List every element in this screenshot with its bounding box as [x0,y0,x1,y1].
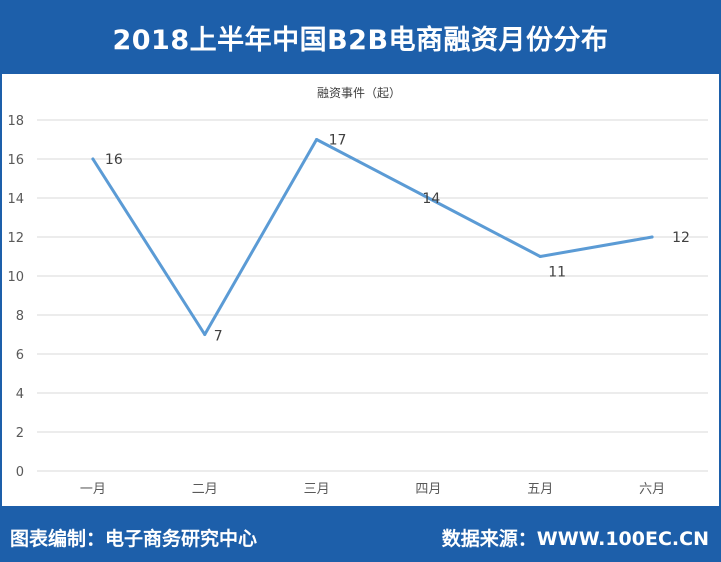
x-tick-label: 二月 [192,482,218,497]
data-labels: 16 7 17 14 11 12 [105,133,690,345]
data-point [91,157,95,161]
y-tick-label: 2 [16,426,24,441]
y-tick-label: 4 [16,387,24,402]
x-tick-label: 一月 [80,482,106,497]
y-tick-label: 18 [7,114,24,129]
data-label: 17 [329,133,347,149]
y-tick-label: 10 [7,270,24,285]
chart-title: 融资事件（起） [317,86,401,100]
x-tick-label: 六月 [639,482,665,497]
data-point [315,138,319,141]
footer-bar: 图表编制：电子商务研究中心 数据来源：WWW.100EC.CN [0,506,721,562]
line-chart: 融资事件（起） 0 2 4 6 8 10 12 14 16 18 一月 二月 三月 四月 五月 六月 16 7… [7,86,708,497]
data-label: 11 [548,265,566,281]
y-axis-ticks: 0 2 4 6 8 10 12 14 16 18 [7,114,24,480]
data-label: 16 [105,152,123,168]
y-tick-label: 8 [16,309,24,324]
x-tick-label: 五月 [527,482,553,497]
x-tick-label: 三月 [304,482,330,497]
series [91,138,654,336]
series-line [91,138,654,336]
x-tick-label: 四月 [415,482,441,497]
chart-panel: 融资事件（起） 0 2 4 6 8 10 12 14 16 18 一月 二月 三月 四月 五月 六月 16 7… [2,74,719,506]
page-title: 2018上半年中国B2B电商融资月份分布 [112,24,609,56]
y-tick-label: 16 [7,153,24,168]
footer-data-source: 数据来源：WWW.100EC.CN [441,528,709,550]
data-point [650,235,654,239]
y-tick-label: 0 [16,465,24,480]
y-tick-label: 12 [7,231,24,246]
gridlines [37,119,708,472]
y-tick-label: 6 [16,348,24,363]
footer-compiler-credit: 图表编制：电子商务研究中心 [10,528,258,550]
data-point [538,255,542,258]
y-tick-label: 14 [7,192,24,207]
data-label: 12 [672,230,690,246]
x-axis-ticks: 一月 二月 三月 四月 五月 六月 [80,482,665,497]
data-point [203,333,207,336]
data-point [426,196,430,200]
data-label: 7 [214,329,223,345]
data-label: 14 [422,191,440,207]
